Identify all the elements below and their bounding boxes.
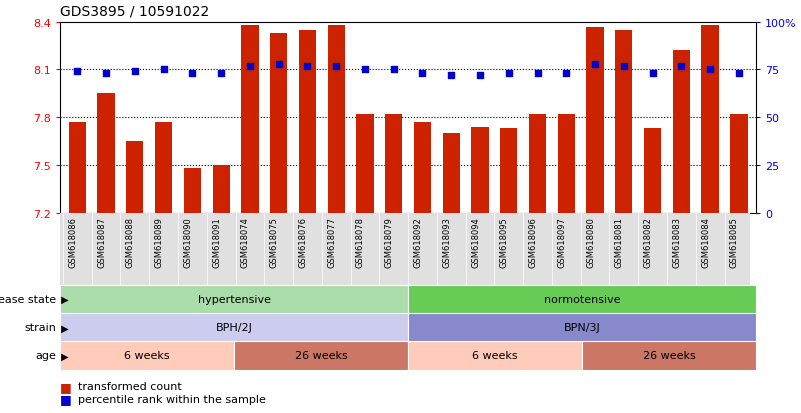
Text: GSM618087: GSM618087 [97,217,106,268]
Text: 26 weeks: 26 weeks [642,351,695,361]
Text: GSM618083: GSM618083 [672,217,682,268]
Bar [270,34,288,213]
Point [359,67,372,74]
Text: ▶: ▶ [58,351,68,361]
Text: GDS3895 / 10591022: GDS3895 / 10591022 [60,5,209,19]
Bar [328,26,344,213]
Text: GSM618097: GSM618097 [557,217,566,268]
Bar [60,313,408,342]
Bar [673,51,690,213]
Text: GSM618078: GSM618078 [356,217,365,268]
Bar [356,115,373,213]
Point [589,61,602,68]
Bar [500,129,517,213]
Point [244,63,256,70]
Bar [60,285,408,313]
Bar [471,128,489,213]
Text: BPN/3J: BPN/3J [564,323,601,332]
Point [560,71,573,77]
Point [445,73,457,79]
Point [646,71,659,77]
Point [732,71,745,77]
Point [618,63,630,70]
Text: 6 weeks: 6 weeks [473,351,518,361]
Text: GSM618089: GSM618089 [155,217,163,268]
Bar [702,26,718,213]
Text: hypertensive: hypertensive [198,294,271,304]
Text: ■: ■ [60,380,72,393]
Bar [234,342,408,370]
Text: GSM618075: GSM618075 [270,217,279,268]
Text: ■: ■ [60,392,72,405]
Point [272,61,285,68]
Bar [299,31,316,213]
Point [71,69,84,76]
Bar [408,313,756,342]
Text: GSM618082: GSM618082 [643,217,653,268]
Text: GSM618085: GSM618085 [730,217,739,268]
Point [330,63,343,70]
Text: GSM618079: GSM618079 [384,217,394,268]
Bar [582,342,756,370]
Point [675,63,688,70]
Text: ▶: ▶ [58,323,68,332]
Bar [414,123,431,213]
Point [157,67,170,74]
Bar [731,115,747,213]
Text: age: age [35,351,56,361]
Point [99,71,112,77]
Bar [155,123,172,213]
Point [301,63,314,70]
Text: GSM618076: GSM618076 [299,217,308,268]
Text: GSM618090: GSM618090 [183,217,192,267]
Point [128,69,141,76]
Text: GSM618096: GSM618096 [529,217,537,268]
Point [531,71,544,77]
Bar [644,129,661,213]
Text: transformed count: transformed count [78,381,182,391]
Text: GSM618074: GSM618074 [241,217,250,268]
Text: 6 weeks: 6 weeks [124,351,170,361]
Text: GSM618093: GSM618093 [442,217,451,268]
Text: GSM618088: GSM618088 [126,217,135,268]
Text: GSM618095: GSM618095 [500,217,509,267]
Text: percentile rank within the sample: percentile rank within the sample [78,394,266,404]
Text: GSM618094: GSM618094 [471,217,480,267]
Text: GSM618081: GSM618081 [615,217,624,268]
Bar [615,31,633,213]
Text: GSM618080: GSM618080 [586,217,595,268]
Text: GSM618092: GSM618092 [413,217,422,267]
Text: disease state: disease state [0,294,56,304]
Text: GSM618084: GSM618084 [701,217,710,268]
Bar [529,115,546,213]
Bar [443,134,460,213]
Bar [69,123,86,213]
Text: normotensive: normotensive [544,294,621,304]
Point [416,71,429,77]
Point [502,71,515,77]
Text: strain: strain [24,323,56,332]
Text: BPH/2J: BPH/2J [215,323,252,332]
Bar [385,115,402,213]
Point [473,73,486,79]
Bar [127,142,143,213]
Bar [241,26,259,213]
Bar [212,166,230,213]
Text: GSM618077: GSM618077 [327,217,336,268]
Text: GSM618091: GSM618091 [212,217,221,267]
Bar [408,285,756,313]
Bar [408,342,582,370]
Bar [98,94,115,213]
Point [215,71,227,77]
Bar [557,115,575,213]
Bar [183,169,201,213]
Text: ▶: ▶ [58,294,68,304]
Point [388,67,400,74]
Bar [586,28,604,213]
Point [186,71,199,77]
Text: GSM618086: GSM618086 [68,217,78,268]
Bar [60,342,234,370]
Text: 26 weeks: 26 weeks [295,351,348,361]
Point [704,67,717,74]
